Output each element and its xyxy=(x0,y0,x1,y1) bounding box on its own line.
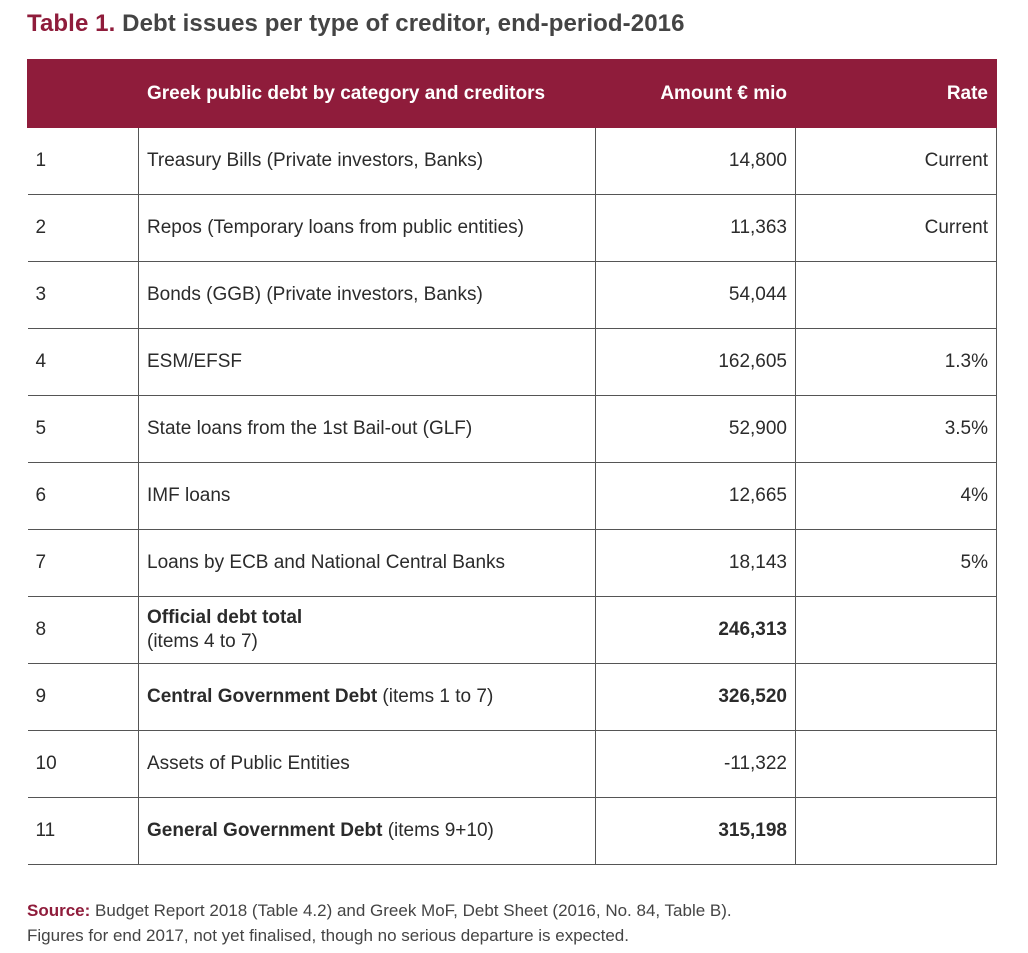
table-row: 1 Treasury Bills (Private investors, Bank… xyxy=(27,127,997,195)
row-number: 3 xyxy=(27,261,139,329)
row-category: State loans from the 1st Bail-out (GLF) xyxy=(138,395,596,463)
row-category-text: Bonds (GGB) (Private investors, Banks) xyxy=(147,284,483,306)
row-category-text: (items 1 to 7) xyxy=(377,686,494,708)
row-number: 1 xyxy=(27,127,139,195)
row-rate xyxy=(795,797,997,865)
header-rate: Rate xyxy=(795,59,997,128)
row-rate: 1.3% xyxy=(795,328,997,396)
debt-table: Greek public debt by category and credit… xyxy=(27,59,997,865)
row-rate: 3.5% xyxy=(795,395,997,463)
row-category-text: Loans by ECB and National Central Banks xyxy=(147,552,506,574)
row-rate: Current xyxy=(795,127,997,195)
table-row: 6 IMF loans 12,665 4% xyxy=(27,462,997,530)
source-line2: Figures for end 2017, not yet finalised,… xyxy=(27,926,629,945)
table-row: 4 ESM/EFSF 162,605 1.3% xyxy=(27,328,997,396)
row-number: 7 xyxy=(27,529,139,597)
row-amount: 52,900 xyxy=(595,395,796,463)
table-row: 11 General Government Debt (items 9+10) 31… xyxy=(27,797,997,865)
row-amount: 12,665 xyxy=(595,462,796,530)
row-category-text: IMF loans xyxy=(147,485,231,507)
row-amount: 246,313 xyxy=(595,596,796,664)
table-title: Table 1. Debt issues per type of credito… xyxy=(27,10,685,38)
row-rate xyxy=(795,261,997,329)
row-rate: 5% xyxy=(795,529,997,597)
row-category-text: (items 9+10) xyxy=(382,820,494,842)
row-number: 9 xyxy=(27,663,139,731)
row-category-bold: General Government Debt xyxy=(147,820,383,842)
row-amount: 14,800 xyxy=(595,127,796,195)
header-num xyxy=(27,59,139,128)
header-amount: Amount € mio xyxy=(595,59,796,128)
table-header-row: Greek public debt by category and credit… xyxy=(27,59,997,128)
row-rate: Current xyxy=(795,194,997,262)
row-category: Central Government Debt (items 1 to 7) xyxy=(138,663,596,731)
row-category: General Government Debt (items 9+10) xyxy=(138,797,596,865)
table-row: 2 Repos (Temporary loans from public enti… xyxy=(27,194,997,262)
source-note: Source: Budget Report 2018 (Table 4.2) a… xyxy=(27,898,732,948)
row-number: 8 xyxy=(27,596,139,664)
row-amount: 18,143 xyxy=(595,529,796,597)
row-rate: 4% xyxy=(795,462,997,530)
row-category: Loans by ECB and National Central Banks xyxy=(138,529,596,597)
row-category-text: ESM/EFSF xyxy=(147,351,243,373)
source-line1: Budget Report 2018 (Table 4.2) and Greek… xyxy=(90,901,732,920)
table-title-label: Table 1. xyxy=(27,10,116,37)
table-row: 3 Bonds (GGB) (Private investors, Banks) 5… xyxy=(27,261,997,329)
row-rate xyxy=(795,596,997,664)
table-row: 7 Loans by ECB and National Central Banks… xyxy=(27,529,997,597)
row-category-text: State loans from the 1st Bail-out (GLF) xyxy=(147,418,473,440)
row-category-sub: (items 4 to 7) xyxy=(147,631,258,652)
row-amount: 54,044 xyxy=(595,261,796,329)
row-amount: 315,198 xyxy=(595,797,796,865)
row-number: 2 xyxy=(27,194,139,262)
row-rate xyxy=(795,730,997,798)
header-category: Greek public debt by category and credit… xyxy=(138,59,596,128)
row-category-text: Assets of Public Entities xyxy=(147,753,350,775)
row-category-bold: Official debt total xyxy=(147,607,303,629)
row-category: Official debt total (items 4 to 7) xyxy=(138,596,596,664)
row-category: Bonds (GGB) (Private investors, Banks) xyxy=(138,261,596,329)
row-category: ESM/EFSF xyxy=(138,328,596,396)
table-row: 10 Assets of Public Entities -11,322 xyxy=(27,730,997,798)
table-row: 8 Official debt total (items 4 to 7) 246,31… xyxy=(27,596,997,664)
row-category: Assets of Public Entities xyxy=(138,730,596,798)
table-row: 9 Central Government Debt (items 1 to 7) 3… xyxy=(27,663,997,731)
row-category: IMF loans xyxy=(138,462,596,530)
row-category-bold: Central Government Debt xyxy=(147,686,378,708)
row-category-text: Repos (Temporary loans from public entit… xyxy=(147,217,524,239)
row-number: 10 xyxy=(27,730,139,798)
row-amount: 326,520 xyxy=(595,663,796,731)
row-amount: 162,605 xyxy=(595,328,796,396)
row-category: Treasury Bills (Private investors, Banks… xyxy=(138,127,596,195)
row-rate xyxy=(795,663,997,731)
row-number: 4 xyxy=(27,328,139,396)
row-amount: 11,363 xyxy=(595,194,796,262)
row-number: 11 xyxy=(27,797,139,865)
table-body: 1 Treasury Bills (Private investors, Bank… xyxy=(27,127,997,865)
table-title-text: Debt issues per type of creditor, end-pe… xyxy=(115,10,685,37)
row-category: Repos (Temporary loans from public entit… xyxy=(138,194,596,262)
row-number: 6 xyxy=(27,462,139,530)
row-amount: -11,322 xyxy=(595,730,796,798)
table-row: 5 State loans from the 1st Bail-out (GLF)… xyxy=(27,395,997,463)
row-category-text: Treasury Bills (Private investors, Banks… xyxy=(147,150,484,172)
source-label: Source: xyxy=(27,901,91,920)
row-number: 5 xyxy=(27,395,139,463)
